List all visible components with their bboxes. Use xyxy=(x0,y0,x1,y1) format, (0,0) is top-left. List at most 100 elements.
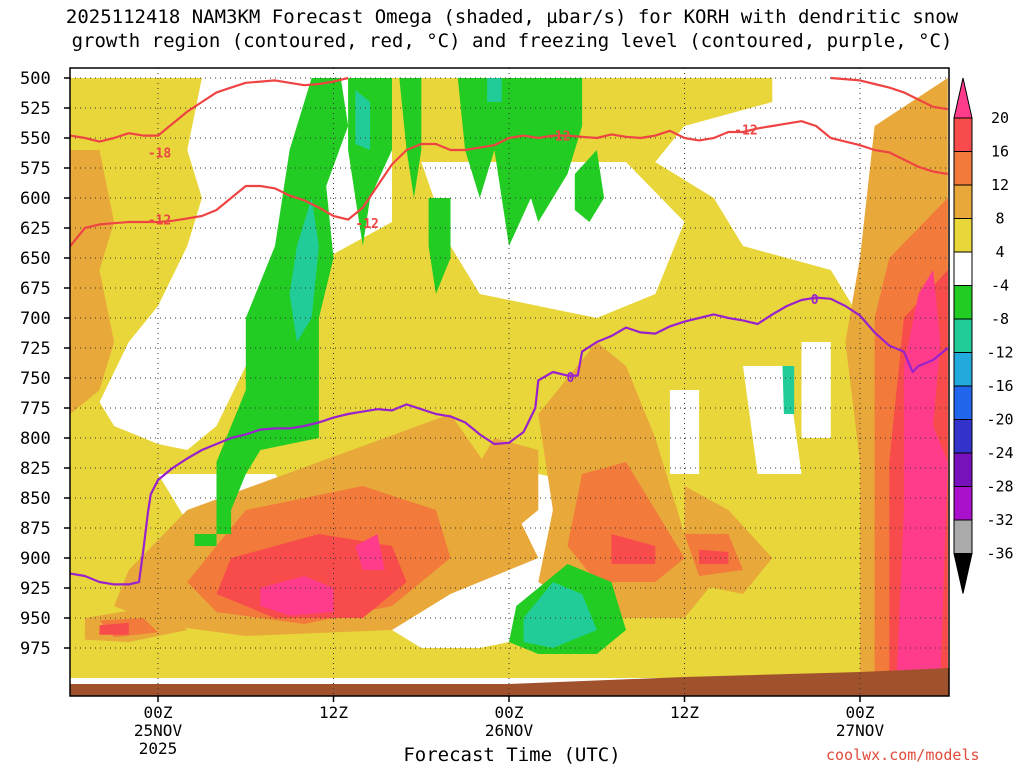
colorbar-box-3 xyxy=(953,184,973,219)
contour-label-2: -12 xyxy=(355,217,378,232)
omega-region-m-26 xyxy=(355,534,385,570)
chart-title-line-1: 2025112418 NAM3KM Forecast Omega (shaded… xyxy=(65,6,959,28)
y-tick-label-525: 525 xyxy=(20,99,51,119)
colorbar-label-5: -4 xyxy=(991,277,1009,295)
y-tick-label-975: 975 xyxy=(20,639,51,659)
colorbar-box-9 xyxy=(953,385,973,420)
colorbar-box-12 xyxy=(953,486,973,521)
colorbar-label-8: -16 xyxy=(986,377,1013,395)
colorbar-box-5 xyxy=(953,251,973,286)
x-tick-label-60: 12Z xyxy=(670,703,699,722)
colorbar-bottom-triangle xyxy=(953,553,973,594)
y-tick-label-575: 575 xyxy=(20,159,51,179)
y-tick-label-650: 650 xyxy=(20,249,51,269)
colorbar-box-6 xyxy=(953,285,973,320)
chart-title-line-2: growth region (contoured, red, °C) and f… xyxy=(71,30,953,52)
colorbar-top-triangle xyxy=(953,77,973,119)
colorbar-label-6: -8 xyxy=(991,310,1009,328)
omega-region-t-37 xyxy=(355,90,371,150)
omega-region-g-32 xyxy=(457,78,583,246)
y-tick-label-675: 675 xyxy=(20,279,51,299)
omega-region-t-38 xyxy=(487,78,502,102)
contour-freezing_level_0C xyxy=(70,296,949,586)
y-tick-label-775: 775 xyxy=(20,399,51,419)
colorbar-box-10 xyxy=(953,419,973,454)
omega-region-w-5 xyxy=(669,390,700,474)
y-tick-label-900: 900 xyxy=(20,549,51,569)
contours xyxy=(70,76,949,586)
colorbar-label-1: 16 xyxy=(991,143,1009,161)
omega-region-o-8 xyxy=(70,150,115,414)
omega-region-t-39 xyxy=(523,582,597,648)
colorbar-box-7 xyxy=(953,318,973,353)
x-tick-label-36: 12Z xyxy=(319,703,348,722)
omega-region-o-10 xyxy=(479,438,539,534)
contour-dgz_upper_-12C xyxy=(70,120,948,247)
contour-dgz_top_right xyxy=(830,76,948,111)
x-tick-year-24: 2025 xyxy=(139,739,178,758)
omega-region-g-33 xyxy=(574,150,605,222)
contour-labels: -18 -12 -12 -12 -12 0 0 xyxy=(148,124,819,386)
credit-text: coolwx.com/models xyxy=(826,746,980,764)
colorbar-box-11 xyxy=(953,452,973,487)
x-tick-label-72: 00Z xyxy=(846,703,875,722)
y-tick-label-600: 600 xyxy=(20,189,51,209)
y-tick-label-825: 825 xyxy=(20,459,51,479)
colorbar-label-2: 12 xyxy=(991,176,1009,194)
contour-label-0: -18 xyxy=(148,146,172,161)
omega-region-g-28 xyxy=(216,78,349,534)
omega-region-m-25 xyxy=(260,576,334,616)
contour-label-6: 0 xyxy=(811,293,819,308)
colorbar-label-12: -32 xyxy=(986,511,1013,529)
colorbar-label-10: -24 xyxy=(986,444,1013,462)
colorbar-label-3: 8 xyxy=(995,210,1004,228)
colorbar-label-9: -20 xyxy=(986,411,1013,429)
omega-region-t-36 xyxy=(289,198,319,342)
y-tick-label-800: 800 xyxy=(20,429,51,449)
omega-region-w-7 xyxy=(801,342,831,438)
y-tick-label-875: 875 xyxy=(20,519,51,539)
contour-label-3: -12 xyxy=(547,130,570,145)
x-tick-label-24: 00Z xyxy=(144,703,173,722)
omega-shading xyxy=(70,78,949,696)
omega-region-g-34 xyxy=(194,534,217,546)
y-tick-label-950: 950 xyxy=(20,609,51,629)
colorbar-label-4: 4 xyxy=(995,243,1004,261)
y-axis: 500 525 550 575 600 625 650 675 700 725 750 775 800 8… xyxy=(20,69,70,659)
x-tick-date-72: 27NOV xyxy=(836,721,885,740)
colorbar-box-8 xyxy=(953,352,973,387)
x-tick-date-48: 26NOV xyxy=(485,721,534,740)
y-tick-label-550: 550 xyxy=(20,129,51,149)
colorbar-label-13: -36 xyxy=(986,545,1013,563)
contour-label-5: 0 xyxy=(567,371,575,386)
omega-region-r-24 xyxy=(99,622,129,635)
y-tick-label-925: 925 xyxy=(20,579,51,599)
x-tick-label-48: 00Z xyxy=(495,703,524,722)
contour-label-1: -12 xyxy=(148,214,171,229)
omega-region-r-22 xyxy=(699,549,729,564)
colorbar: 20 16 12 8 4 -4 -8 -12 -16 -20 -24 -28 -32 -36 xyxy=(953,77,1014,594)
y-tick-label-625: 625 xyxy=(20,219,51,239)
colorbar-box-2 xyxy=(953,151,973,186)
omega-region-g-31 xyxy=(428,198,451,294)
omega-region-m-27 xyxy=(896,270,948,678)
y-tick-label-500: 500 xyxy=(20,69,51,89)
terrain-ground xyxy=(70,668,949,696)
omega-region-r-21 xyxy=(611,534,656,564)
y-tick-label-700: 700 xyxy=(20,309,51,329)
colorbar-label-7: -12 xyxy=(986,344,1013,362)
contour-label-4: -12 xyxy=(734,124,757,139)
colorbar-box-4 xyxy=(953,218,973,253)
omega-region-t-40 xyxy=(782,366,795,414)
y-tick-label-850: 850 xyxy=(20,489,51,509)
x-tick-date-24: 25NOV xyxy=(134,721,183,740)
y-tick-label-750: 750 xyxy=(20,369,51,389)
colorbar-label-11: -28 xyxy=(986,478,1013,496)
colorbar-box-1 xyxy=(953,117,973,152)
colorbar-label-0: 20 xyxy=(991,109,1009,127)
x-axis-label: Forecast Time (UTC) xyxy=(403,744,621,766)
omega-region-w-2 xyxy=(421,162,685,318)
y-tick-label-725: 725 xyxy=(20,339,51,359)
